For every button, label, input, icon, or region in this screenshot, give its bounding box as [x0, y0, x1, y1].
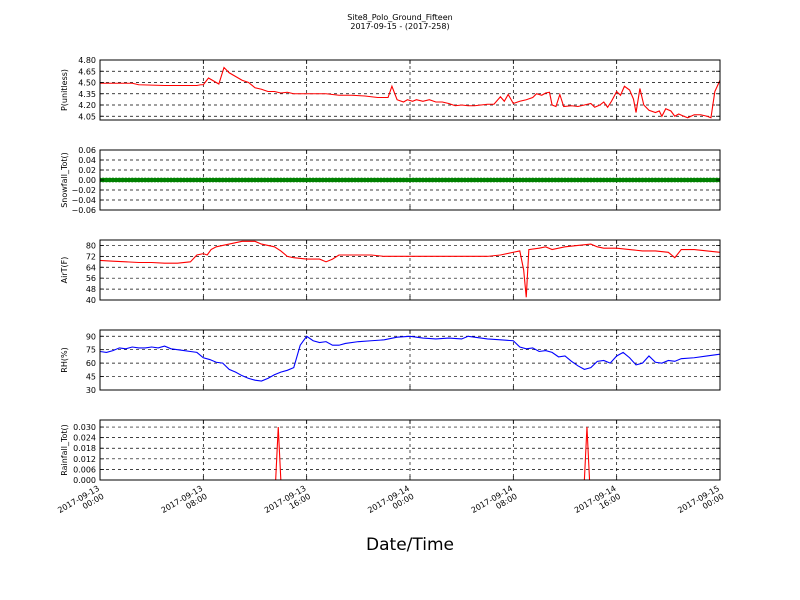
x-tick-label: 2017-09-1416:00 — [573, 484, 622, 523]
y-axis-label: AirT(F) — [60, 257, 69, 284]
y-tick-label: 72 — [86, 252, 96, 261]
y-tick-label: 64 — [86, 263, 96, 272]
y-tick-label: 80 — [86, 241, 96, 250]
y-tick-label: 90 — [86, 332, 96, 341]
y-tick-label: 0.024 — [73, 434, 96, 443]
y-tick-label: 0.04 — [78, 156, 96, 165]
y-tick-label: 4.65 — [78, 67, 96, 76]
x-axis-label: Date/Time — [366, 535, 454, 555]
y-axis-label: Rainfall_Tot() — [60, 424, 69, 476]
x-tick-label: 2017-09-1300:00 — [56, 484, 105, 523]
y-tick-label: 4.80 — [78, 56, 96, 65]
series-line — [100, 66, 720, 119]
x-tick-label: 2017-09-1408:00 — [470, 484, 519, 523]
panel-3: 40 48 56 64 72 80 AirT(F) — [60, 239, 721, 305]
y-tick-label: 75 — [86, 346, 96, 355]
y-tick-label: 0.00 — [78, 176, 96, 185]
y-tick-label: 0.000 — [73, 476, 96, 485]
x-tick-label: 2017-09-1400:00 — [366, 484, 415, 523]
y-tick-label: 56 — [86, 274, 96, 283]
y-tick-label: 0.02 — [78, 166, 96, 175]
x-tick-label: 2017-09-1308:00 — [160, 484, 209, 523]
chart-panels: 4.05 4.20 4.35 4.50 4.65 4.80 P(unitless) −0.06… — [60, 56, 721, 485]
y-tick-label: 0.012 — [73, 455, 96, 464]
y-tick-label: 45 — [86, 373, 96, 382]
y-tick-label: −0.04 — [71, 196, 96, 205]
figure-title-line1: Site8_Polo_Ground_Fifteen — [347, 13, 452, 22]
panel-series — [100, 66, 720, 119]
panel-4: 30 45 60 75 90 RH(%) — [60, 329, 721, 395]
y-axis-label: RH(%) — [60, 347, 69, 372]
series-line — [100, 427, 720, 480]
y-axis-label: P(unitless) — [60, 69, 69, 111]
y-tick-label: −0.02 — [71, 186, 96, 195]
panel-1: 4.05 4.20 4.35 4.50 4.65 4.80 P(unitless) — [60, 56, 721, 121]
x-tick-label: 2017-09-1500:00 — [676, 484, 725, 523]
series-line — [100, 240, 720, 298]
panel-series — [100, 335, 720, 382]
y-tick-label: 48 — [86, 285, 96, 294]
y-tick-label: 0.030 — [73, 423, 96, 432]
y-tick-label: 0.006 — [73, 465, 96, 474]
series-line — [100, 335, 720, 382]
y-tick-label: 4.35 — [78, 90, 96, 99]
y-axis-label: Snowfall_Tot() — [60, 152, 69, 208]
y-tick-label: 0.018 — [73, 444, 96, 453]
panel-2: −0.06−0.04−0.020.000.020.040.06 Snowfall_… — [60, 146, 721, 215]
x-tick-labels: 2017-09-1300:00 2017-09-1308:00 2017-09-13… — [56, 484, 725, 523]
figure-title-line2: 2017-09-15 - (2017-258) — [350, 22, 449, 31]
y-tick-label: 4.50 — [78, 79, 96, 88]
y-tick-label: 60 — [86, 359, 96, 368]
y-tick-label: 40 — [86, 296, 96, 305]
y-tick-label: 30 — [86, 386, 96, 395]
panel-series — [100, 427, 720, 480]
y-tick-label: 0.06 — [78, 146, 96, 155]
panel-series — [100, 240, 720, 298]
x-tick-label: 2017-09-1316:00 — [263, 484, 312, 523]
y-tick-label: 4.20 — [78, 101, 96, 110]
y-tick-label: −0.06 — [71, 206, 96, 215]
y-tick-label: 4.05 — [78, 112, 96, 121]
panel-series — [100, 177, 720, 183]
